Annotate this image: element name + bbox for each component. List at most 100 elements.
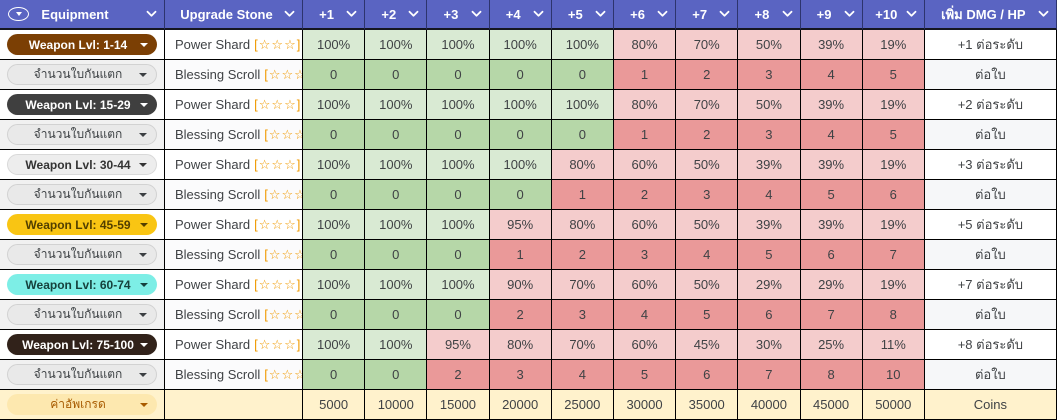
header-cell-+3: +3 — [427, 0, 490, 30]
stars-rating: [☆☆☆] — [264, 306, 302, 322]
success-rate-cell: 100% — [365, 330, 428, 360]
filter-chevron-icon[interactable] — [533, 10, 544, 18]
blessing-count-chip[interactable]: จำนวนใบกันแตก — [7, 244, 157, 265]
dropdown-arrow-icon — [140, 342, 148, 347]
equipment-level-chip[interactable]: Weapon Lvl: 1-14 — [7, 34, 157, 55]
blessing-count-chip[interactable]: จำนวนใบกันแตก — [7, 64, 157, 85]
table-body: Weapon Lvl: 1-14 Power Shard [☆☆☆] 100% 100%… — [0, 30, 1057, 420]
stone-name: Power Shard — [175, 97, 251, 112]
stone-name: Blessing Scroll — [175, 67, 261, 82]
stone-name-cell: Power Shard [☆☆☆] — [165, 90, 303, 120]
equipment-level-chip[interactable]: Weapon Lvl: 60-74 — [7, 274, 157, 295]
equipment-level-chip[interactable]: Weapon Lvl: 45-59 — [7, 214, 157, 235]
equipment-cell: จำนวนใบกันแตก — [0, 300, 165, 330]
header-cell-+8: +8 — [738, 0, 801, 30]
scroll-count-cell: 0 — [427, 240, 490, 270]
header-cell-dmg-hp: เพิ่ม DMG / HP — [924, 0, 1057, 30]
blessing-count-chip[interactable]: จำนวนใบกันแตก — [7, 184, 157, 205]
table-row-power-shard: Weapon Lvl: 45-59 Power Shard [☆☆☆] 100% 100… — [0, 210, 1057, 240]
chip-label: จำนวนใบกันแตก — [33, 247, 123, 261]
blessing-count-chip[interactable]: จำนวนใบกันแตก — [7, 304, 157, 325]
scroll-count-cell: 0 — [303, 360, 366, 390]
chip-label: จำนวนใบกันแตก — [33, 67, 123, 81]
bonus-cell: ต่อใบ — [924, 180, 1057, 210]
equipment-level-chip[interactable]: Weapon Lvl: 15-29 — [7, 94, 157, 115]
stone-name-cell: Power Shard [☆☆☆] — [165, 150, 303, 180]
filter-chevron-icon[interactable] — [346, 10, 357, 18]
filter-chevron-icon[interactable] — [782, 10, 793, 18]
stone-name: Blessing Scroll — [175, 127, 261, 142]
header-label: +6 — [630, 6, 645, 22]
scroll-count-cell: 5 — [862, 120, 925, 150]
scroll-count-cell: 0 — [489, 180, 552, 210]
scroll-count-cell: 4 — [738, 180, 801, 210]
scroll-count-cell: 2 — [489, 300, 552, 330]
header-label: Equipment — [41, 6, 109, 22]
scroll-count-cell: 0 — [427, 120, 490, 150]
filter-chevron-icon[interactable] — [595, 10, 606, 18]
scroll-count-cell: 5 — [862, 60, 925, 90]
chip-label: Weapon Lvl: 15-29 — [25, 97, 131, 112]
chip-label: Weapon Lvl: 75-100 — [22, 337, 134, 352]
scroll-count-cell: 0 — [365, 300, 428, 330]
scroll-count-cell: 3 — [738, 60, 801, 90]
stars-rating: [☆☆☆] — [254, 96, 302, 112]
stone-name-cell: Blessing Scroll[☆☆☆] — [165, 300, 303, 330]
scroll-count-cell: 5 — [676, 300, 739, 330]
cost-cell: 50000 — [862, 390, 925, 420]
success-rate-cell: 30% — [738, 330, 801, 360]
equipment-cell: จำนวนใบกันแตก — [0, 240, 165, 270]
success-rate-cell: 100% — [427, 90, 490, 120]
success-rate-cell: 95% — [427, 330, 490, 360]
table-row-power-shard: Weapon Lvl: 1-14 Power Shard [☆☆☆] 100% 100%… — [0, 30, 1057, 60]
table-row-power-shard: Weapon Lvl: 60-74 Power Shard [☆☆☆] 100% 100… — [0, 270, 1057, 300]
equipment-level-chip[interactable]: Weapon Lvl: 30-44 — [7, 154, 157, 175]
upgrade-cost-chip[interactable]: ค่าอัพเกรด — [7, 394, 157, 415]
dropdown-arrow-icon — [140, 222, 148, 227]
success-rate-cell: 45% — [676, 330, 739, 360]
success-rate-cell: 100% — [489, 150, 552, 180]
success-rate-cell: 70% — [676, 30, 739, 60]
success-rate-cell: 60% — [613, 150, 677, 180]
scroll-count-cell: 3 — [738, 120, 801, 150]
stone-name-cell: Blessing Scroll[☆☆☆] — [165, 60, 303, 90]
scroll-count-cell: 4 — [800, 120, 863, 150]
caret-down-icon — [15, 12, 22, 16]
filter-chevron-icon[interactable] — [1038, 10, 1049, 18]
chip-label: จำนวนใบกันแตก — [33, 187, 123, 201]
cost-cell: 20000 — [489, 390, 552, 420]
success-rate-cell: 19% — [862, 30, 925, 60]
filter-chevron-icon[interactable] — [408, 10, 419, 18]
filter-chevron-icon[interactable] — [844, 10, 855, 18]
blessing-count-chip[interactable]: จำนวนใบกันแตก — [7, 364, 157, 385]
success-rate-cell: 80% — [489, 330, 552, 360]
cost-cell: 5000 — [303, 390, 366, 420]
scroll-count-cell: 6 — [738, 300, 801, 330]
filter-chevron-icon[interactable] — [657, 10, 668, 18]
blessing-count-chip[interactable]: จำนวนใบกันแตก — [7, 124, 157, 145]
chip-label: Weapon Lvl: 30-44 — [25, 157, 131, 172]
success-rate-cell: 70% — [551, 270, 614, 300]
success-rate-cell: 50% — [676, 270, 739, 300]
dropdown-arrow-icon — [139, 312, 147, 317]
scroll-count-cell: 1 — [613, 60, 677, 90]
filter-dropdown-icon[interactable] — [8, 7, 29, 21]
filter-chevron-icon[interactable] — [284, 10, 295, 18]
dropdown-arrow-icon — [140, 402, 148, 407]
filter-chevron-icon[interactable] — [906, 10, 917, 18]
equipment-cell: Weapon Lvl: 75-100 — [0, 330, 165, 360]
filter-chevron-icon[interactable] — [146, 10, 157, 18]
chip-label: จำนวนใบกันแตก — [33, 307, 123, 321]
chip-label: Weapon Lvl: 60-74 — [25, 277, 131, 292]
filter-chevron-icon[interactable] — [719, 10, 730, 18]
header-label: เพิ่ม DMG / HP — [941, 6, 1026, 22]
equipment-level-chip[interactable]: Weapon Lvl: 75-100 — [7, 334, 157, 355]
filter-chevron-icon[interactable] — [471, 10, 482, 18]
dropdown-arrow-icon — [139, 252, 147, 257]
success-rate-cell: 100% — [489, 30, 552, 60]
cost-cell: 30000 — [613, 390, 677, 420]
dropdown-arrow-icon — [140, 102, 148, 107]
cost-cell: 10000 — [365, 390, 428, 420]
